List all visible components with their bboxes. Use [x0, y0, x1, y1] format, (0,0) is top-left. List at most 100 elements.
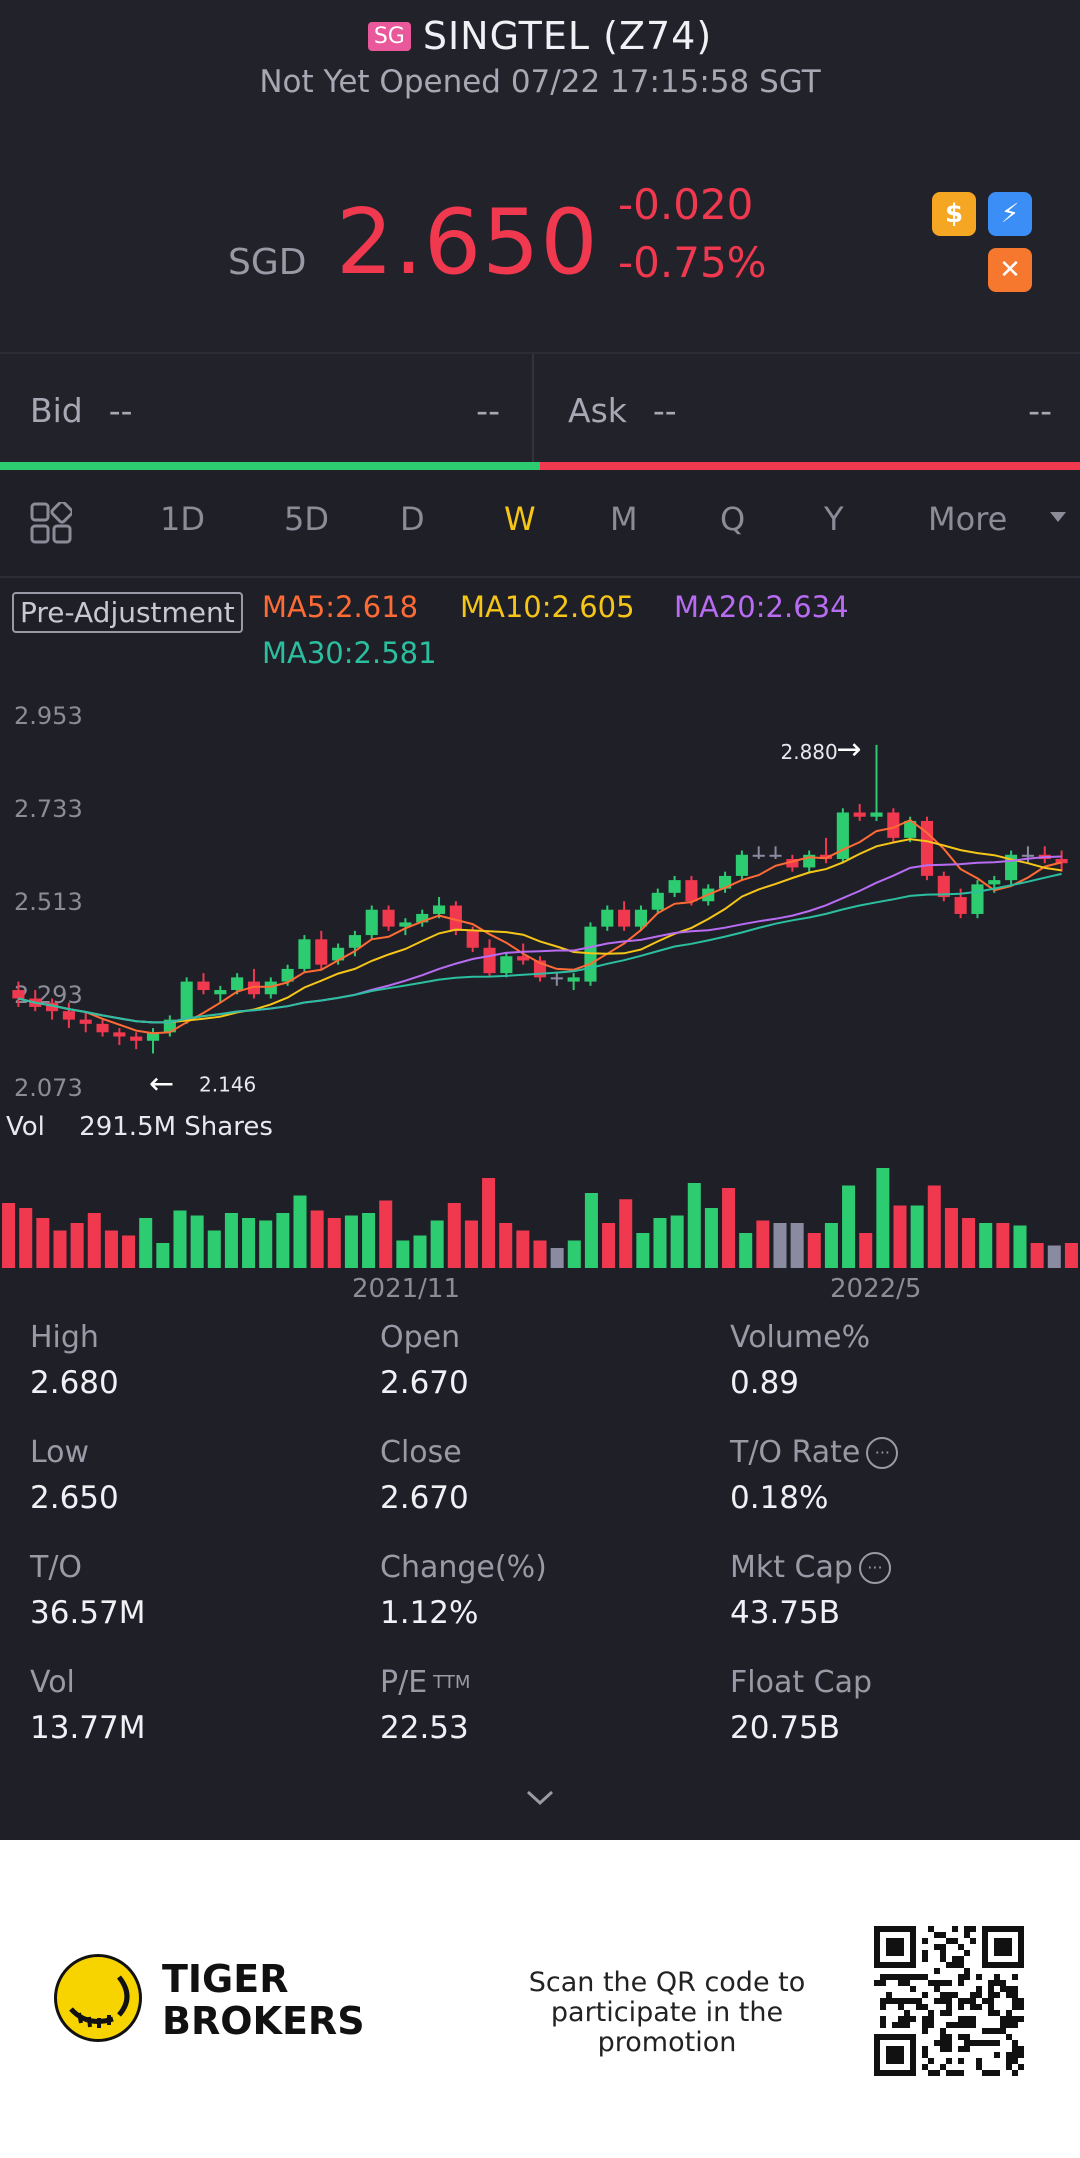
- qr-module: [958, 1944, 964, 1950]
- ma20-value: MA20:2.634: [674, 590, 849, 624]
- bid-price: --: [108, 390, 133, 430]
- candle-body: [130, 1036, 143, 1041]
- qr-module: [934, 1998, 940, 2004]
- bolt-icon[interactable]: ⚡: [988, 192, 1032, 236]
- qr-module: [958, 2034, 964, 2040]
- qr-module: [946, 1992, 952, 1998]
- qr-module: [934, 1944, 940, 1950]
- tab-q[interactable]: Q: [720, 500, 746, 538]
- volume-bar: [584, 1193, 598, 1268]
- candle-body: [46, 1002, 59, 1012]
- grid-icon[interactable]: [30, 502, 72, 544]
- volume-bar: [2, 1203, 16, 1268]
- info-icon[interactable]: ···: [866, 1436, 899, 1469]
- tab-m[interactable]: M: [610, 500, 638, 538]
- candle-body: [954, 897, 967, 914]
- volume-bar: [156, 1243, 170, 1268]
- pre-adjustment-button[interactable]: Pre-Adjustment: [12, 592, 243, 633]
- candle-body: [62, 1011, 75, 1020]
- stat-label: Close: [380, 1435, 469, 1470]
- qr-module: [892, 1974, 898, 1980]
- stat-item: Vol 13.77M: [30, 1665, 146, 1746]
- tab-y[interactable]: Y: [824, 500, 844, 538]
- stat-value: 20.75B: [730, 1710, 841, 1746]
- tab-more[interactable]: More: [928, 500, 1008, 538]
- stat-item: Change(%) 1.12%: [380, 1550, 547, 1631]
- qr-module: [946, 1998, 952, 2004]
- cross-icon[interactable]: ✕: [988, 248, 1032, 292]
- candle-body: [887, 812, 900, 838]
- dollar-icon[interactable]: $: [932, 192, 976, 236]
- qr-module: [880, 2004, 886, 2010]
- qr-module: [964, 1974, 970, 1980]
- ask-price: --: [652, 390, 677, 430]
- volume-bar: [464, 1220, 478, 1268]
- qr-module: [928, 2010, 934, 2016]
- volume-bar: [944, 1208, 958, 1268]
- quote-header: SG SINGTEL (Z74) Not Yet Opened 07/22 17…: [0, 0, 1080, 352]
- tab-d[interactable]: D: [400, 500, 425, 538]
- qr-module: [910, 2016, 916, 2022]
- stat-label: Float Cap: [730, 1665, 872, 1700]
- qr-module: [970, 2040, 976, 2046]
- volume-bar: [722, 1188, 736, 1268]
- qr-module: [970, 1926, 976, 1932]
- stat-label: Volume%: [730, 1320, 870, 1355]
- candle-body: [348, 935, 361, 948]
- qr-module: [988, 2040, 994, 2046]
- qr-code[interactable]: [874, 1926, 1024, 2076]
- volume-bar: [619, 1199, 633, 1268]
- qr-module: [994, 1980, 1000, 1986]
- stat-label-text: Vol: [30, 1665, 75, 1700]
- qr-module: [964, 1950, 970, 1956]
- volume-bar: [824, 1223, 838, 1268]
- candle-body: [466, 930, 479, 948]
- qr-module: [940, 2034, 946, 2040]
- qr-module: [1012, 1974, 1018, 1980]
- candle-body: [180, 981, 193, 1020]
- candle-body: [870, 812, 883, 817]
- tab-1d[interactable]: 1D: [160, 500, 205, 538]
- qr-module: [976, 2040, 982, 2046]
- volume-chart[interactable]: [0, 1150, 1080, 1270]
- candle-body: [449, 905, 462, 931]
- volume-bar: [362, 1213, 376, 1268]
- stat-item: Float Cap 20.75B: [730, 1665, 872, 1746]
- promo-line1: Scan the QR code to: [528, 1967, 806, 1998]
- volume-bar: [704, 1208, 718, 1268]
- volume-bar: [70, 1223, 84, 1268]
- qr-module: [898, 1980, 904, 1986]
- candle-body: [382, 909, 395, 927]
- qr-module: [940, 1998, 946, 2004]
- qr-module: [976, 1992, 982, 1998]
- qr-module: [922, 2022, 928, 2028]
- volume-bar: [653, 1218, 667, 1268]
- qr-module: [886, 1992, 892, 1998]
- qr-module: [958, 2046, 964, 2052]
- qr-module: [964, 1926, 970, 1932]
- qr-module: [904, 1998, 910, 2004]
- ask-strength-bar: [540, 462, 1080, 470]
- tab-5d[interactable]: 5D: [284, 500, 329, 538]
- qr-module: [976, 2004, 982, 2010]
- candle-body: [819, 854, 833, 859]
- stat-value: 2.680: [30, 1365, 119, 1401]
- stock-title[interactable]: SINGTEL (Z74): [422, 14, 713, 58]
- info-icon[interactable]: ···: [858, 1551, 891, 1584]
- qr-module: [1006, 2052, 1012, 2058]
- candle-body: [668, 880, 681, 893]
- chevron-down-icon[interactable]: [525, 1788, 555, 1808]
- tab-w[interactable]: W: [504, 500, 536, 538]
- qr-module: [1006, 1986, 1012, 1992]
- qr-module: [1012, 1998, 1018, 2004]
- qr-module: [982, 1998, 988, 2004]
- qr-module: [1012, 2016, 1018, 2022]
- volume-bar: [224, 1213, 238, 1268]
- qr-module: [994, 1992, 1000, 1998]
- qr-module: [1012, 1986, 1018, 1992]
- candle-body: [247, 981, 261, 995]
- qr-module: [970, 2004, 976, 2010]
- stats-grid: High 2.680 Open 2.670 Volume% 0.89 Low 2.650 Clo…: [0, 1320, 1080, 1840]
- chevron-down-icon[interactable]: [1050, 512, 1066, 522]
